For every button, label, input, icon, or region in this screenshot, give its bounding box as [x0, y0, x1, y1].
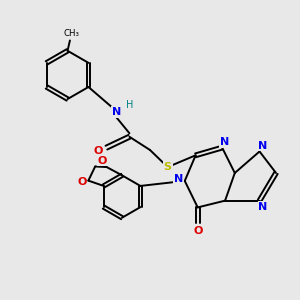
- Text: H: H: [126, 100, 134, 110]
- Text: N: N: [220, 137, 229, 147]
- Text: O: O: [77, 177, 87, 187]
- Text: N: N: [112, 107, 121, 117]
- Text: O: O: [98, 156, 107, 166]
- Text: N: N: [174, 174, 183, 184]
- Text: S: S: [164, 162, 172, 172]
- Text: N: N: [258, 141, 268, 151]
- Text: O: O: [94, 146, 103, 156]
- Text: N: N: [258, 202, 268, 212]
- Text: O: O: [193, 226, 202, 236]
- Text: CH₃: CH₃: [63, 29, 79, 38]
